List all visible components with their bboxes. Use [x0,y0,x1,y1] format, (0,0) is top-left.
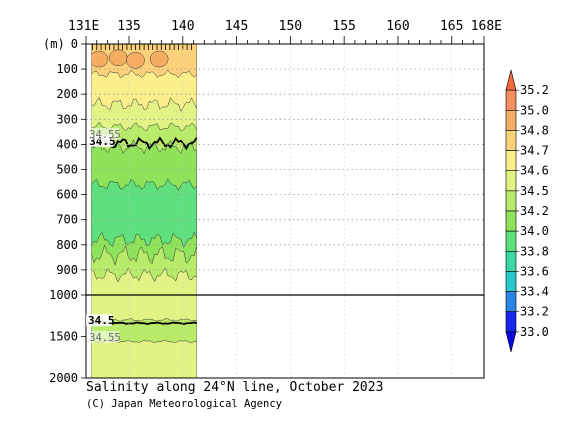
colorbar-segment [505,190,517,212]
contour-label-bg [87,127,120,140]
x-tick-label: 140 [171,19,194,34]
colorbar-segment [505,250,517,272]
colorbar-segment [505,230,517,252]
colorbar-label: 35.2 [520,83,549,97]
y-tick-label: 1000 [49,288,78,302]
y-tick-label: 200 [56,87,78,101]
x-tick-label: 155 [332,19,355,34]
y-tick-label: 900 [56,263,78,277]
salinity-core-4 [149,50,169,68]
colorbar-segment [505,291,517,313]
colorbar-label: 34.5 [520,184,549,198]
plot-frame [85,43,485,379]
y-tick-label: 500 [56,163,78,177]
y-tick-label: 700 [56,213,78,227]
x-tick-label: 160 [386,19,409,34]
y-tick-label: 1500 [49,330,78,344]
colorbar-top-arrow [505,69,517,91]
contour-label: 34.55 [89,332,121,344]
colorbar-segment [505,89,517,111]
y-tick-label: 400 [56,137,78,151]
axes-layer [85,43,485,379]
colorbar-segment [505,130,517,151]
x-axis-ticks: 131E 135 140 145 150 155 160 165 168E [68,19,502,44]
salinity-band-34.0 [91,178,197,249]
colorbar-label: 33.4 [520,285,549,299]
chart-title: Salinity along 24°N line, October 2023 [86,380,384,395]
x-tick-label: 135 [117,19,140,34]
colorbar-bottom-arrow [505,331,517,353]
x-tick-label: 168E [471,19,502,34]
colorbar-label: 34.0 [520,224,549,238]
y-tick-label: 2000 [49,371,78,385]
colorbar-label: 34.8 [520,123,549,137]
salinity-core-1 [91,50,109,68]
y-tick-label: 800 [56,238,78,252]
y-tick-label: 100 [56,62,78,76]
y-axis-ticks: 100 200 300 400 500 600 700 800 900 1000 1500 2000 0 [49,37,86,385]
y-unit-label: (m) [43,37,65,51]
colorbar-label: 33.0 [520,325,549,339]
colorbar: 35.2 35.0 34.8 34.7 34.6 34.5 34.2 34.0 33.8 33.6… [505,69,549,353]
colorbar-label: 33.6 [520,264,549,278]
x-tick-label: 165 [440,19,463,34]
colorbar-label: 33.8 [520,244,549,258]
contour-label: 34.55 [89,129,121,141]
colorbar-segment [505,109,517,131]
y-tick-label: 0 [71,37,78,51]
colorbar-label: 34.2 [520,204,549,218]
x-tick-label: 145 [225,19,248,34]
salinity-core-3 [126,52,145,69]
y-tick-label: 600 [56,188,78,202]
grid-layer [86,44,484,378]
contour-label-bg [86,314,113,327]
chart-credit: (C) Japan Meteorological Agency [86,398,282,410]
colorbar-segment [505,170,517,192]
salinity-core-2 [109,49,128,67]
colorbar-label: 34.7 [520,144,549,158]
colorbar-label: 34.6 [520,164,549,178]
contour-label-bg [87,330,120,343]
colorbar-segment [505,311,517,333]
x-tick-label: 131E [68,19,99,34]
contour-label: 34.5 [88,314,115,327]
colorbar-label: 35.0 [520,103,549,117]
colorbar-segment [505,210,517,232]
colorbar-segment [505,271,517,292]
salinity-band-34.6 [91,339,197,378]
x-tick-label: 150 [279,19,302,34]
colorbar-segment [505,150,517,172]
colorbar-label: 33.2 [520,305,549,319]
y-tick-label: 300 [56,112,78,126]
